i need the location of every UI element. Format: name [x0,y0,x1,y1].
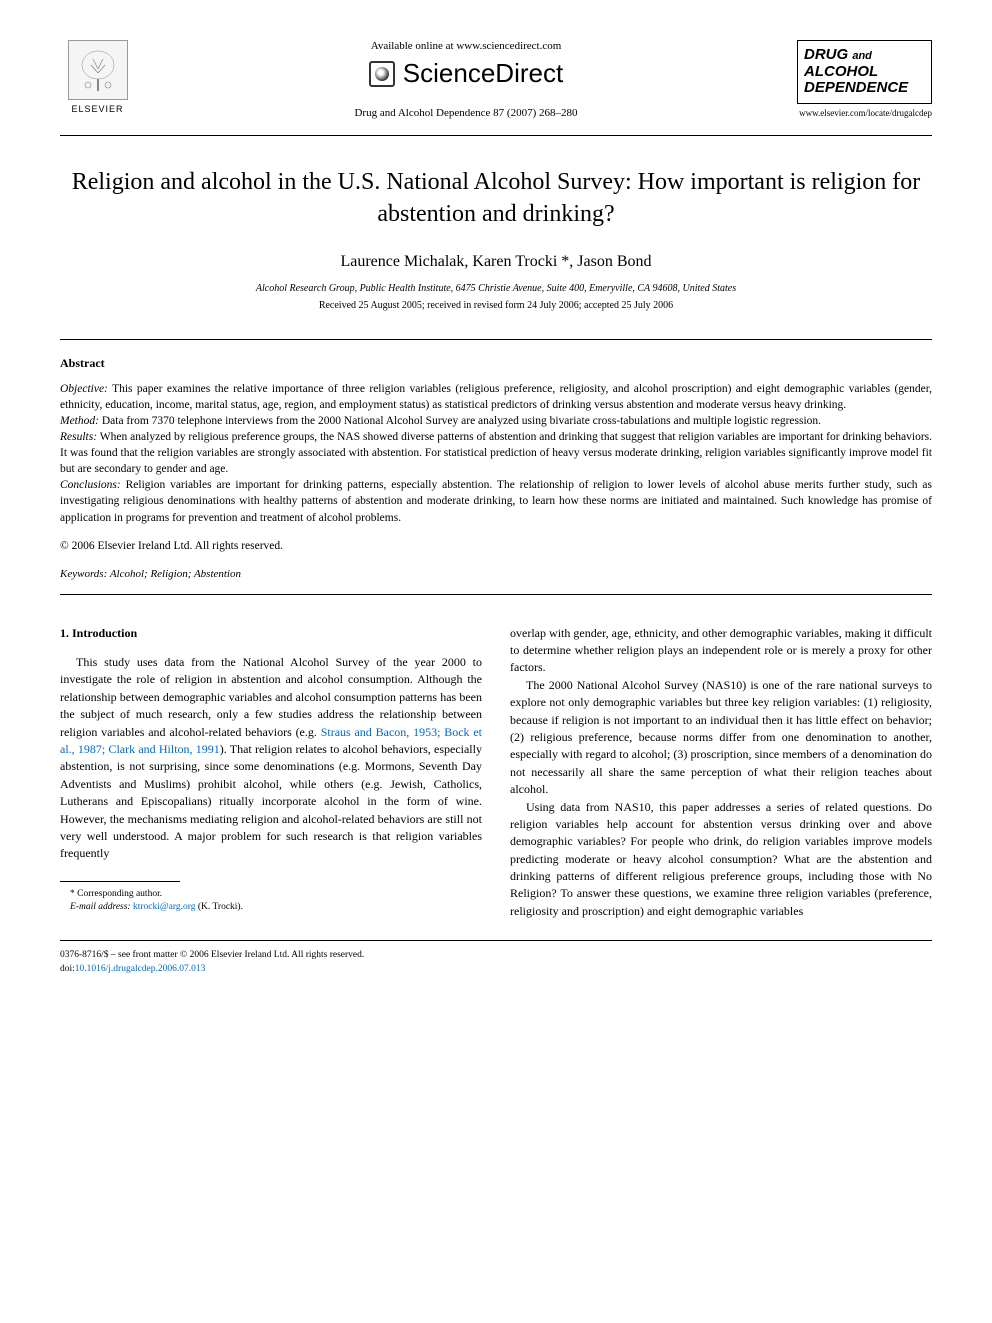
footer-doi: doi:10.1016/j.drugalcdep.2006.07.013 [60,963,932,976]
abstract-body: Objective: This paper examines the relat… [60,381,932,526]
abstract-heading: Abstract [60,356,932,371]
method-label: Method: [60,415,99,427]
keywords-line: Keywords: Alcohol; Religion; Abstention [60,568,932,580]
objective-text: This paper examines the relative importa… [60,383,932,411]
article-title: Religion and alcohol in the U.S. Nationa… [60,166,932,231]
journal-logo-block: DRUG and ALCOHOL DEPENDENCE www.elsevier… [797,40,932,118]
column-right: overlap with gender, age, ethnicity, and… [510,625,932,921]
journal-logo-line2: ALCOHOL [804,63,878,80]
email-label: E-mail address: [70,902,131,912]
keywords-label: Keywords: [60,568,107,580]
article-dates: Received 25 August 2005; received in rev… [60,300,932,311]
center-header: Available online at www.sciencedirect.co… [135,40,797,119]
journal-reference: Drug and Alcohol Dependence 87 (2007) 26… [135,107,797,119]
journal-logo-line1: DRUG [804,46,848,63]
elsevier-logo: ELSEVIER [60,40,135,125]
results-label: Results: [60,431,97,443]
elsevier-label: ELSEVIER [71,104,123,114]
affiliation: Alcohol Research Group, Public Health In… [60,283,932,294]
column-left: 1. Introduction This study uses data fro… [60,625,482,921]
journal-logo-line3: DEPENDENCE [804,79,908,96]
intro-paragraph-2: The 2000 National Alcohol Survey (NAS10)… [510,677,932,799]
intro-paragraph-1-cont: overlap with gender, age, ethnicity, and… [510,625,932,677]
abstract-top-divider [60,339,932,340]
intro-paragraph-3: Using data from NAS10, this paper addres… [510,799,932,921]
authors: Laurence Michalak, Karen Trocki *, Jason… [60,253,932,271]
section-heading: 1. Introduction [60,625,482,642]
sciencedirect-text: ScienceDirect [403,58,563,89]
abstract-bottom-divider [60,594,932,595]
journal-url: www.elsevier.com/locate/drugalcdep [797,108,932,118]
email-name: (K. Trocki). [198,902,243,912]
conclusions-text: Religion variables are important for dri… [60,479,932,523]
footer-divider [60,940,932,941]
results-text: When analyzed by religious preference gr… [60,431,932,475]
journal-logo-and: and [852,50,872,62]
sciencedirect-brand: ScienceDirect [135,58,797,89]
header-divider [60,135,932,136]
available-online-text: Available online at www.sciencedirect.co… [135,40,797,52]
intro-paragraph-1: This study uses data from the National A… [60,654,482,863]
method-text: Data from 7370 telephone interviews from… [102,415,821,427]
conclusions-label: Conclusions: [60,479,121,491]
objective-label: Objective: [60,383,108,395]
intro-p1-part-b: ). That religion relates to alcohol beha… [60,742,482,860]
body-columns: 1. Introduction This study uses data fro… [60,625,932,921]
journal-logo: DRUG and ALCOHOL DEPENDENCE [797,40,932,104]
copyright-text: © 2006 Elsevier Ireland Ltd. All rights … [60,540,932,552]
footer-issn: 0376-8716/$ – see front matter © 2006 El… [60,949,932,962]
keywords-text: Alcohol; Religion; Abstention [110,568,241,580]
email-footnote: E-mail address: ktrocki@arg.org (K. Troc… [60,901,482,914]
doi-link[interactable]: 10.1016/j.drugalcdep.2006.07.013 [75,964,206,974]
footnote-divider [60,881,180,882]
header-row: ELSEVIER Available online at www.science… [60,40,932,125]
sciencedirect-icon [369,61,395,87]
corresponding-author-note: * Corresponding author. [60,888,482,901]
elsevier-tree-icon [68,40,128,100]
email-link[interactable]: ktrocki@arg.org [133,902,195,912]
doi-label: doi: [60,964,75,974]
